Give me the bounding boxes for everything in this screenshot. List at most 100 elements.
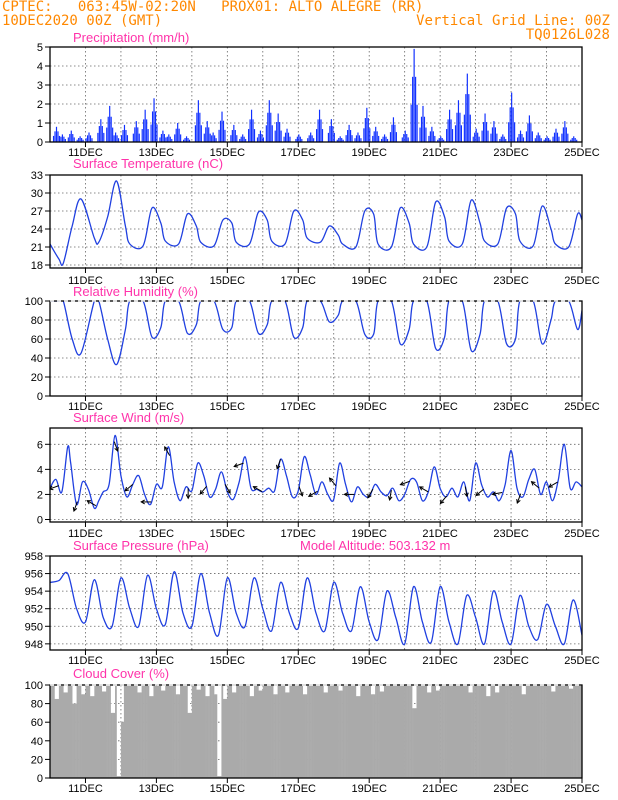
precip-bar (339, 136, 341, 142)
y-tick-label: 0 (37, 514, 43, 526)
precip-bar (564, 121, 566, 142)
cloud-bar (277, 685, 280, 778)
cloud-bar (475, 685, 478, 778)
cloud-bar (428, 692, 431, 778)
cloud-bar (375, 685, 377, 778)
cloud-bar (222, 698, 225, 778)
cloud-bar (394, 685, 397, 778)
cloud-bar (284, 692, 287, 778)
cloud-bar (437, 690, 439, 778)
precip-bar (500, 136, 502, 142)
cloud-bar (497, 692, 500, 778)
cloud-bar (338, 690, 340, 778)
precip-bar (236, 135, 238, 142)
model-id: TQ0126L028 (525, 27, 610, 43)
precip-bar (522, 137, 525, 142)
cloud-bar (385, 685, 388, 778)
cloud-bar (214, 694, 216, 778)
wind-arrow (298, 486, 304, 497)
precip-bar (295, 138, 297, 142)
cloud-bar (352, 685, 355, 778)
cloud-bar (146, 685, 148, 778)
precip-bar (316, 129, 318, 142)
cloud-bar (570, 688, 572, 778)
cloud-bar (313, 685, 315, 778)
precip-bar (357, 132, 359, 142)
cloud-bar (386, 685, 389, 778)
cloud-bar (361, 685, 364, 778)
precip-bar (512, 107, 514, 142)
precip-bar (487, 130, 489, 142)
cloud-bar (267, 685, 270, 778)
precip-bar (115, 132, 117, 142)
y-tick-label: 5 (37, 42, 43, 54)
precip-bar (101, 126, 103, 142)
precip-bar (410, 104, 412, 142)
x-tick-label: 23DEC (493, 783, 529, 795)
y-tick-label: 24 (31, 224, 43, 236)
cloud-bar (355, 696, 358, 778)
x-tick-label: 13DEC (139, 783, 175, 795)
cloud-bar (460, 685, 463, 778)
cloud-bar (256, 685, 259, 778)
x-tick-label: 21DEC (422, 528, 458, 540)
precip-bar (348, 124, 350, 142)
cloud-bar (276, 694, 278, 778)
wind-arrow (140, 499, 152, 505)
cloud-bar (123, 685, 126, 778)
precip-bar (459, 112, 461, 142)
wind-arrow (185, 488, 191, 500)
x-tick-label: 23DEC (493, 147, 529, 159)
cloud-bar (274, 694, 277, 778)
cloud-bar (61, 685, 64, 778)
cloud-bar (443, 685, 445, 778)
x-tick-label: 17DEC (281, 401, 317, 413)
cloud-bar (509, 685, 512, 778)
cloud-bar (308, 685, 311, 778)
cloud-bar (444, 685, 447, 778)
cloud-bar (530, 685, 533, 778)
precip-bar (472, 136, 474, 142)
precip-bar (318, 109, 321, 142)
cloud-bar (203, 685, 206, 778)
precip-bar (55, 126, 58, 142)
precip-bar (109, 105, 111, 142)
cloud-bar (555, 685, 558, 778)
wind-arrow (86, 500, 97, 507)
precip-bar (289, 136, 291, 142)
cloud-bar (330, 685, 333, 778)
y-tick-label: 30 (31, 188, 43, 200)
wind-arrow (72, 501, 78, 512)
precip-bar (270, 112, 272, 142)
cloud-bar (292, 685, 295, 778)
cloud-bar (298, 685, 301, 778)
precip-bar (72, 134, 74, 142)
cloud-bar (451, 685, 454, 778)
cloud-bar (94, 685, 97, 778)
cloud-bar (505, 685, 507, 778)
cloud-bar (471, 692, 473, 778)
station-info: CPTEC: 063:45W-02:20N PROX01: ALTO ALEGR… (2, 0, 424, 15)
cloud-bar (81, 694, 83, 778)
precip-bar (239, 138, 241, 142)
cloud-bar (311, 685, 314, 778)
cloud-bar (219, 776, 222, 778)
precip-bar (537, 132, 539, 142)
precip-bar (163, 134, 165, 142)
precip-bar (89, 135, 92, 142)
cloud-bar (141, 685, 144, 778)
wind-arrow (252, 486, 263, 493)
precip-bar (82, 139, 84, 142)
x-tick-label: 17DEC (281, 783, 317, 795)
cloud-bar (147, 685, 150, 778)
y-tick-label: 6 (37, 439, 43, 451)
cloud-bar (209, 685, 212, 778)
precip-bar (571, 138, 573, 142)
precip-bar (110, 116, 112, 142)
precip-bar (539, 135, 541, 142)
y-tick-label: 0 (37, 773, 43, 785)
precip-bar (543, 139, 545, 142)
cloud-bar (381, 691, 383, 778)
cloud-bar (367, 685, 370, 778)
cloud-bar (55, 698, 58, 778)
